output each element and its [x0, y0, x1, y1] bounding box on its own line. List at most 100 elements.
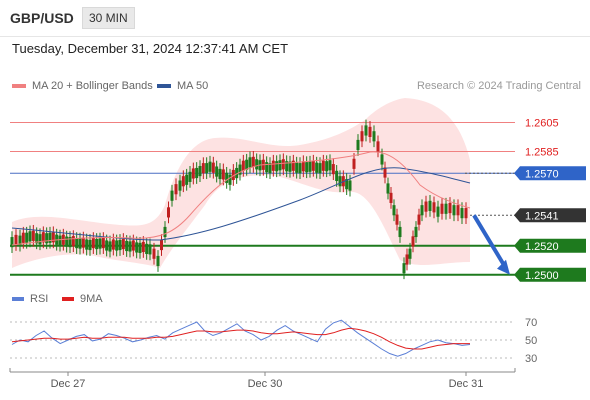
candle-body: [241, 160, 245, 171]
candle-body: [464, 208, 468, 219]
candle-body: [395, 214, 399, 225]
candle-body: [380, 154, 384, 165]
rsi-tick-label-30: 30: [525, 353, 537, 365]
candle-body: [231, 169, 235, 181]
candle-body: [311, 160, 315, 171]
candle-body: [456, 205, 460, 216]
forecast-arrow-line: [472, 214, 507, 268]
x-tick-label: Dec 30: [248, 378, 283, 390]
candle-body: [128, 241, 132, 252]
candle-body: [448, 202, 452, 214]
candle-body: [325, 161, 329, 172]
legend-rsi: RSI: [12, 293, 48, 305]
candle-body: [301, 161, 305, 172]
candle-body: [398, 226, 402, 238]
candle-body: [440, 203, 444, 214]
candle-body: [205, 163, 209, 174]
legend-9ma: 9MA: [62, 293, 103, 305]
candle-body: [131, 240, 135, 251]
candle-body: [135, 242, 139, 253]
candle-body: [88, 239, 92, 251]
candle-body: [402, 263, 406, 274]
candle-body: [281, 159, 285, 170]
candle-body: [345, 179, 349, 190]
level-tag-1.2520: [514, 238, 586, 253]
candle-body: [356, 139, 360, 151]
chart-header: GBP/USD 30 MIN: [0, 0, 590, 37]
candle-body: [248, 157, 252, 168]
candle-body: [21, 232, 25, 243]
candle-body: [31, 230, 35, 241]
legend-ma20-label: MA 20 + Bollinger Bands: [32, 80, 153, 92]
ma20-line: [11, 151, 471, 246]
candle-body: [14, 234, 18, 246]
candle-body: [195, 167, 199, 179]
candle-body: [285, 161, 289, 172]
candle-body: [10, 237, 14, 248]
candle-body: [271, 160, 275, 171]
candle-body: [405, 254, 409, 265]
candle-body: [105, 240, 109, 251]
legend-rsi-label: RSI: [30, 293, 49, 305]
candle-body: [265, 162, 269, 173]
candle-body: [211, 162, 215, 173]
candle-body: [328, 160, 332, 171]
candle-body: [360, 131, 364, 142]
level-tag-1.2500: [514, 267, 586, 282]
candle-body: [315, 162, 319, 173]
candle-body: [121, 238, 125, 250]
candle-body: [91, 238, 95, 249]
candle-body: [251, 156, 255, 167]
candle-body: [138, 242, 142, 253]
candle-body: [417, 214, 421, 225]
candle-body: [185, 174, 189, 185]
candle-body: [218, 168, 222, 180]
candle-body: [238, 164, 242, 175]
candle-body: [364, 125, 368, 136]
candle-body: [298, 163, 302, 174]
candle-body: [98, 238, 102, 249]
candle-body: [235, 167, 239, 179]
candle-body: [368, 126, 372, 137]
candle-body: [81, 237, 85, 248]
candle-body: [245, 159, 249, 170]
candle-body: [115, 240, 119, 251]
candle-body: [201, 163, 205, 174]
candle-body: [221, 169, 225, 180]
candle-body: [95, 238, 99, 250]
candle-body: [118, 239, 122, 251]
rsi-series-9MA: [11, 327, 470, 350]
legend-ma50-label: MA 50: [177, 80, 209, 92]
candle-body: [225, 172, 229, 183]
candle-body: [386, 183, 390, 194]
candle-body: [372, 131, 376, 142]
ma50-swatch: [157, 84, 171, 89]
candle-body: [228, 174, 232, 185]
candle-body: [178, 180, 182, 191]
candle-body: [160, 239, 163, 251]
candle-body: [41, 232, 45, 243]
candle-body: [188, 171, 192, 182]
level-label-1.2520: 1.2520: [525, 241, 559, 253]
candle-body: [85, 239, 89, 250]
bollinger-band: [12, 98, 470, 268]
candle-body: [101, 238, 105, 249]
candle-body: [278, 160, 282, 171]
timeframe-button[interactable]: 30 MIN: [82, 7, 135, 29]
candle-body: [305, 162, 309, 173]
candle-body: [208, 161, 212, 172]
candle-body: [288, 161, 292, 172]
candle-body: [191, 168, 195, 179]
credit-text: Research © 2024 Trading Central: [416, 80, 581, 92]
candle-body: [148, 244, 152, 255]
candle-body: [255, 159, 259, 170]
candle-body: [181, 176, 185, 187]
rsi-tick-label-70: 70: [525, 317, 537, 329]
x-tick-label: Dec 31: [449, 378, 484, 390]
candle-body: [78, 238, 82, 249]
candle-body: [45, 233, 49, 244]
ma9-swatch: [62, 297, 74, 302]
candle-body: [335, 170, 339, 181]
candle-body: [275, 161, 279, 172]
candle-body: [411, 236, 415, 247]
